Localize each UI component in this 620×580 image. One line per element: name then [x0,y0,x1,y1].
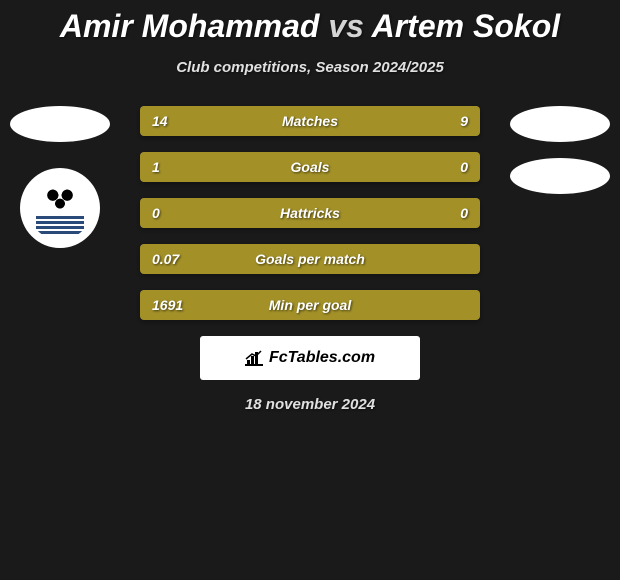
stat-label: Min per goal [269,297,351,313]
stat-row: 0.07 Goals per match [140,244,480,274]
stat-label: Goals [291,159,330,175]
stat-row: 1 0 Goals [140,152,480,182]
stat-value-right: 0 [460,159,468,175]
stat-value-left: 1 [152,159,160,175]
stat-value-left: 0 [152,205,160,221]
stat-row: 0 0 Hattricks [140,198,480,228]
stat-value-right: 0 [460,205,468,221]
player1-club-logo [20,168,100,248]
stat-row: 1691 Min per goal [140,290,480,320]
footer-date: 18 november 2024 [0,396,620,413]
player2-club-badge [510,158,610,194]
comparison-title: Amir Mohammad vs Artem Sokol [0,0,620,45]
content-area: 14 9 Matches 1 0 Goals 0 0 Hattricks 0.07 Goals pe… [0,106,620,320]
brand-text: FcTables.com [269,349,375,367]
player1-avatar [10,106,110,142]
vs-text: vs [328,8,364,44]
chart-icon [245,350,263,366]
stat-value-right: 9 [460,113,468,129]
player2-name: Artem Sokol [372,8,560,44]
stat-row: 14 9 Matches [140,106,480,136]
stat-label: Hattricks [280,205,340,221]
stat-value-left: 1691 [152,297,183,313]
stat-value-left: 14 [152,113,168,129]
player1-name: Amir Mohammad [60,8,320,44]
stats-container: 14 9 Matches 1 0 Goals 0 0 Hattricks 0.07 Goals pe… [140,106,480,320]
stat-bar-left [140,152,398,182]
stat-value-left: 0.07 [152,251,179,267]
stat-label: Matches [282,113,338,129]
subtitle: Club competitions, Season 2024/2025 [0,59,620,76]
player2-avatar [510,106,610,142]
stat-label: Goals per match [255,251,365,267]
brand-logo: FcTables.com [200,336,420,380]
